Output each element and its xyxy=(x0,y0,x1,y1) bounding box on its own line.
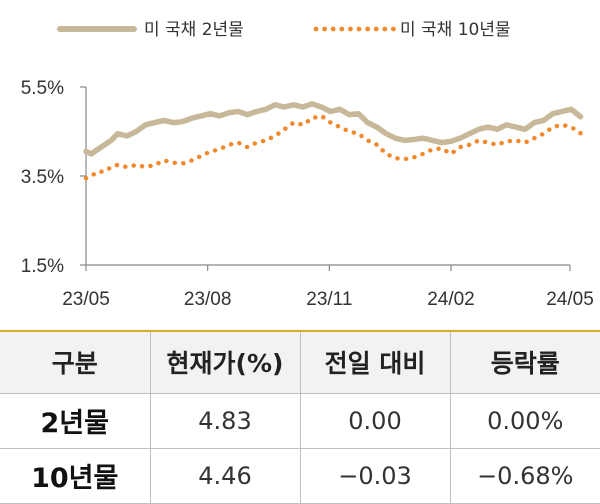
axes xyxy=(80,86,571,271)
series-2y-line xyxy=(83,101,584,157)
cell-change: 0.00 xyxy=(299,393,450,448)
cell-price: 4.46 xyxy=(149,448,300,503)
table-row: 10년물 4.46 −0.03 −0.68% xyxy=(0,448,600,503)
header-change: 전일 대비 xyxy=(299,331,450,393)
legend-dot xyxy=(391,26,396,32)
legend-dot xyxy=(322,26,327,32)
legend-dot xyxy=(339,26,345,32)
table-row: 2년물 4.83 0.00 0.00% xyxy=(0,393,600,448)
legend-label-2y: 미 국채 2년물 xyxy=(144,20,244,40)
y-tick-labels: 5.5% 3.5% 1.5% xyxy=(21,78,64,277)
legend-dot xyxy=(348,26,353,32)
y-tick-label: 3.5% xyxy=(21,167,64,188)
legend-dot xyxy=(356,26,362,32)
legend-label-10y: 미 국채 10년물 xyxy=(400,20,511,40)
cell-change: −0.03 xyxy=(299,448,450,503)
x-tick-label: 24/05 xyxy=(546,289,594,310)
legend-dot xyxy=(382,26,388,32)
yield-table-container: 구분 현재가(%) 전일 대비 등락률 2년물 4.83 0.00 0.00% … xyxy=(0,330,600,504)
x-tick-labels: 23/05 23/08 23/11 24/02 24/05 xyxy=(62,289,594,310)
cell-rate: 0.00% xyxy=(449,393,600,448)
legend-swatch-10y xyxy=(313,26,396,32)
yield-table: 구분 현재가(%) 전일 대비 등락률 2년물 4.83 0.00 0.00% … xyxy=(0,330,600,504)
cell-price: 4.83 xyxy=(149,393,300,448)
legend-dot xyxy=(365,26,370,32)
row-label: 10년물 xyxy=(31,463,119,494)
row-label: 2년물 xyxy=(40,408,109,439)
table-header-row: 구분 현재가(%) 전일 대비 등락률 xyxy=(0,331,600,393)
x-tick-label: 23/05 xyxy=(62,289,110,310)
yield-line-chart: 미 국채 2년물 미 국채 10년물 5.5%3.5%1.5% 23/05 23/… xyxy=(21,20,594,310)
legend: 미 국채 2년물 미 국채 10년물 xyxy=(57,20,511,40)
header-category: 구분 xyxy=(51,349,98,379)
y-tick-label: 1.5% xyxy=(21,256,64,277)
legend-dot xyxy=(313,26,319,32)
x-tick-label: 24/02 xyxy=(427,289,475,310)
y-tick-label: 5.5% xyxy=(21,78,64,99)
x-tick-label: 23/11 xyxy=(306,289,352,310)
series-layer xyxy=(83,101,584,181)
header-rate: 등락률 xyxy=(449,331,600,393)
legend-dot xyxy=(373,26,379,32)
cell-rate: −0.68% xyxy=(449,448,600,503)
header-price: 현재가(%) xyxy=(149,331,300,393)
legend-dot xyxy=(330,26,336,32)
x-tick-label: 23/08 xyxy=(184,289,232,310)
